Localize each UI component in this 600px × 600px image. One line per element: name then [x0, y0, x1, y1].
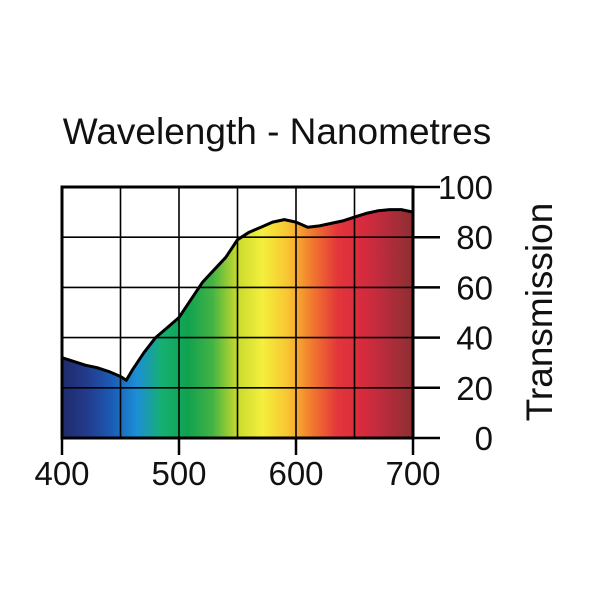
y-tick-label: 40	[456, 320, 493, 357]
y-tick-label: 20	[456, 370, 493, 407]
x-tick-label: 600	[268, 455, 323, 492]
x-tick-label: 400	[34, 455, 89, 492]
x-axis-ticks: 400 500 600 700	[34, 438, 441, 492]
grid-lines	[62, 187, 413, 438]
x-tick-label: 500	[151, 455, 206, 492]
transmission-curve	[61, 208, 414, 382]
y-tick-label: 0	[475, 420, 493, 457]
y-tick-label: 100	[438, 169, 493, 206]
y-axis-label: Transmission	[519, 203, 560, 422]
y-axis-ticks: 0 20 40 60 80 100	[413, 169, 493, 457]
x-tick-label: 700	[385, 455, 440, 492]
y-tick-label: 60	[456, 269, 493, 306]
chart-title: Wavelength - Nanometres	[63, 111, 491, 152]
plot-frame	[60, 185, 415, 440]
y-tick-label: 80	[456, 219, 493, 256]
